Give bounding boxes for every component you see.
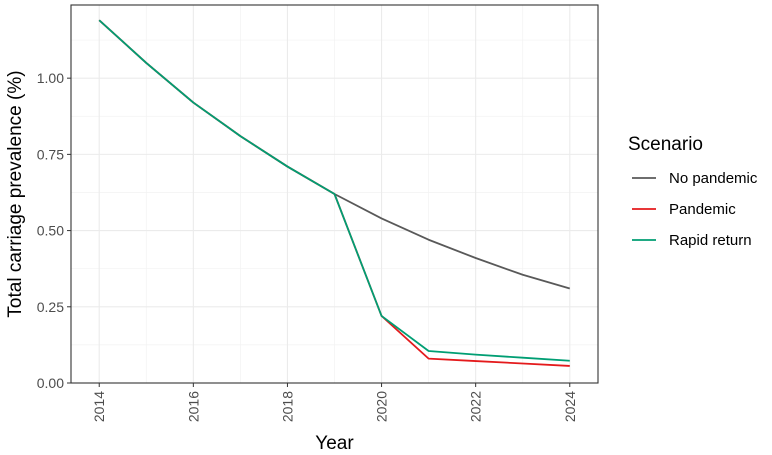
series-lines <box>98 19 571 367</box>
x-axis-title: Year <box>315 433 354 454</box>
x-tick-label: 2018 <box>279 391 295 422</box>
y-tick-label: 0.00 <box>37 375 64 391</box>
x-tick-label: 2024 <box>562 391 578 422</box>
x-tick-label: 2016 <box>185 391 201 422</box>
legend: Scenario No pandemic Pandemic Rapid return <box>628 134 758 249</box>
major-gridlines <box>71 5 598 384</box>
y-axis-title: Total carriage prevalence (%) <box>5 70 26 317</box>
y-tick-label: 0.50 <box>37 223 64 239</box>
legend-label-no-pandemic: No pandemic <box>669 170 758 187</box>
y-tick-label: 1.00 <box>37 70 64 86</box>
x-tick-label: 2020 <box>374 391 390 422</box>
series-line-rapid-return <box>98 19 570 362</box>
x-tick-label: 2022 <box>468 391 484 422</box>
legend-label-pandemic: Pandemic <box>669 201 736 218</box>
y-axis: 0.00 0.25 0.50 0.75 1.00 <box>37 70 71 391</box>
x-axis: 2014 2016 2018 2020 2022 2024 <box>91 383 578 422</box>
plot-border <box>70 4 599 384</box>
x-tick-label: 2014 <box>91 391 107 422</box>
y-tick-label: 0.75 <box>37 146 64 162</box>
legend-title: Scenario <box>628 134 703 155</box>
legend-label-rapid-return: Rapid return <box>669 232 752 249</box>
y-tick-label: 0.25 <box>37 299 64 315</box>
